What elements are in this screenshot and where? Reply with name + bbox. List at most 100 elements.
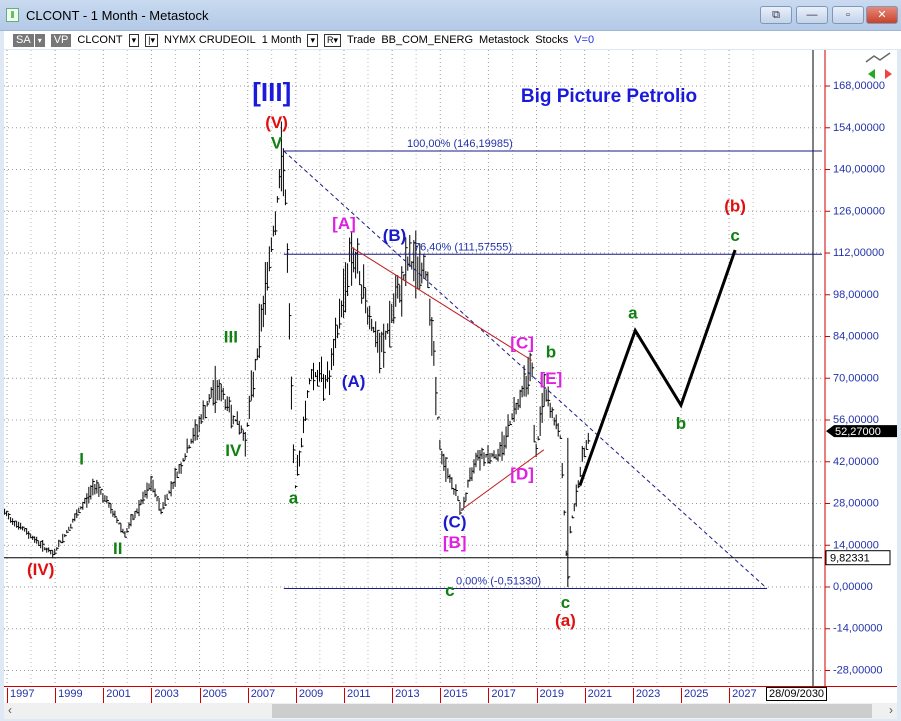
trade-arrows-icon	[865, 52, 892, 79]
wave-label: III	[224, 327, 238, 346]
close-button[interactable]: ✕	[866, 6, 898, 24]
wave-label: a	[628, 304, 638, 323]
cursor-price-box	[825, 550, 891, 566]
provider-label: Metastock	[479, 34, 530, 46]
wave-label: c	[445, 581, 454, 600]
x-tick-label: 2003	[151, 688, 179, 703]
x-tick-label: 2021	[584, 688, 612, 703]
y-tick-label: -14,00000	[833, 623, 883, 635]
right-arrow-icon	[885, 69, 892, 79]
x-tick-label: 2001	[103, 688, 131, 703]
y-tick-label: 56,00000	[833, 414, 879, 426]
vp-button[interactable]: VP	[50, 33, 72, 47]
wave-label: (V)	[265, 113, 288, 132]
wave-label: (b)	[724, 196, 746, 215]
last-price-box	[826, 425, 897, 438]
wave-label: IV	[225, 441, 242, 460]
r-dropdown[interactable]: R▾	[323, 33, 342, 47]
period-dropdown-icon[interactable]: ▾	[307, 33, 318, 47]
detach-button[interactable]: ⧉	[760, 6, 792, 24]
wave-label: (A)	[342, 372, 366, 391]
x-tick-label: 2013	[392, 688, 420, 703]
scroll-left-icon[interactable]: ‹	[8, 703, 12, 717]
y-tick-label: 0,00000	[833, 581, 873, 593]
x-tick-label: 1999	[55, 688, 83, 703]
y-tick-label: 126,00000	[833, 205, 885, 217]
wave-label: c	[561, 593, 570, 612]
instrument-name: NYMX CRUDEOIL	[164, 34, 256, 46]
fib-level-label: 76,40% (111,57555)	[414, 241, 512, 253]
title-bar: ⫴ CLCONT - 1 Month - Metastock ⧉ — ▫ ✕	[0, 0, 901, 31]
wave-label: b	[676, 414, 686, 433]
wave-label: [D]	[510, 465, 534, 484]
fib-level-label: 100,00% (146,19985)	[407, 138, 513, 150]
symbol-dropdown-icon[interactable]: ▾	[128, 33, 140, 47]
x-tick-label: 2011	[343, 688, 371, 703]
triangle-upper-line	[350, 246, 532, 361]
scrollbar-thumb[interactable]	[272, 704, 872, 718]
fib-level-label: 0,00% (-0,51330)	[456, 576, 541, 588]
chart-toolbar: SA ▾ VP CLCONT ▾ |▾ NYMX CRUDEOIL 1 Mont…	[4, 31, 901, 49]
y-tick-label: 70,00000	[833, 372, 879, 384]
wave-label: c	[730, 226, 739, 245]
wave-label: [B]	[443, 533, 467, 552]
x-tick-label: 2025	[680, 688, 708, 703]
y-tick-label: 14,00000	[833, 539, 879, 551]
minimize-button[interactable]: —	[796, 6, 828, 24]
x-tick-label: 2007	[247, 688, 275, 703]
triangle-lower-line	[461, 449, 545, 510]
price-chart[interactable]: 168,00000 154,00000 140,00000 126,00000 112,…	[4, 50, 897, 686]
x-tick-label: 2009	[295, 688, 323, 703]
x-tick-label: 2017	[488, 688, 516, 703]
wave-label: [III]	[252, 77, 291, 107]
wave-label: V	[271, 134, 283, 153]
period-label[interactable]: 1 Month	[261, 34, 302, 46]
source-label: BB_COM_ENERG	[381, 34, 474, 46]
cursor-price-label: 9,82331	[830, 553, 870, 565]
r-label: R	[326, 34, 334, 45]
wave-label: (IV)	[27, 560, 54, 579]
price-bars	[4, 121, 591, 579]
trend-line-icon	[865, 52, 891, 63]
x-tick-label: 2023	[632, 688, 660, 703]
maximize-button[interactable]: ▫	[832, 6, 864, 24]
x-axis-end-date: 28/09/2030	[766, 687, 828, 701]
x-tick-label: 2005	[199, 688, 227, 703]
wave-label: b	[546, 342, 556, 361]
symbol-label[interactable]: CLCONT	[77, 34, 123, 46]
sa-button[interactable]: SA	[13, 33, 34, 47]
y-tick-label: 112,00000	[833, 247, 884, 259]
x-tick-label: 2019	[536, 688, 564, 703]
interval-dropdown-icon[interactable]: |▾	[145, 33, 159, 47]
volume-label: V=0	[574, 34, 595, 46]
y-tick-label: -28,00000	[833, 664, 883, 676]
sa-dropdown-icon[interactable]: ▾	[34, 33, 45, 47]
trade-label: Trade	[347, 34, 376, 46]
y-tick-label: 42,00000	[833, 456, 879, 468]
wave-label: [E]	[540, 369, 563, 388]
last-price-label: 52,27000	[835, 426, 881, 438]
projection-path	[578, 249, 737, 487]
y-tick-label: 154,00000	[833, 122, 885, 134]
x-tick-label: 1997	[7, 688, 34, 703]
scroll-right-icon[interactable]: ›	[889, 703, 893, 717]
wave-label: a	[289, 489, 299, 508]
y-tick-label: 98,00000	[833, 289, 879, 301]
wave-label: (C)	[443, 512, 467, 531]
trendline-dashed	[283, 150, 768, 589]
y-tick-label: 84,00000	[833, 331, 879, 343]
wave-label: II	[113, 539, 122, 558]
horizontal-scrollbar[interactable]: ‹ ›	[4, 703, 897, 719]
x-tick-label: 2027	[729, 688, 757, 703]
chart-area[interactable]: 168,00000 154,00000 140,00000 126,00000 112,…	[4, 50, 897, 686]
y-tick-label: 168,00000	[833, 80, 885, 92]
x-tick-label: 2015	[440, 688, 468, 703]
wave-label: I	[79, 450, 84, 469]
window-title: CLCONT - 1 Month - Metastock	[26, 8, 209, 23]
chart-title: Big Picture Petrolio	[521, 86, 697, 107]
wave-label: [C]	[510, 333, 534, 352]
wave-label: (a)	[555, 611, 576, 630]
x-axis: 1997 1999 2001 2003 2005 2007 2009 2011 2013 2015…	[4, 686, 897, 703]
type-label: Stocks	[535, 34, 569, 46]
chart-app-icon: ⫴	[6, 8, 19, 22]
